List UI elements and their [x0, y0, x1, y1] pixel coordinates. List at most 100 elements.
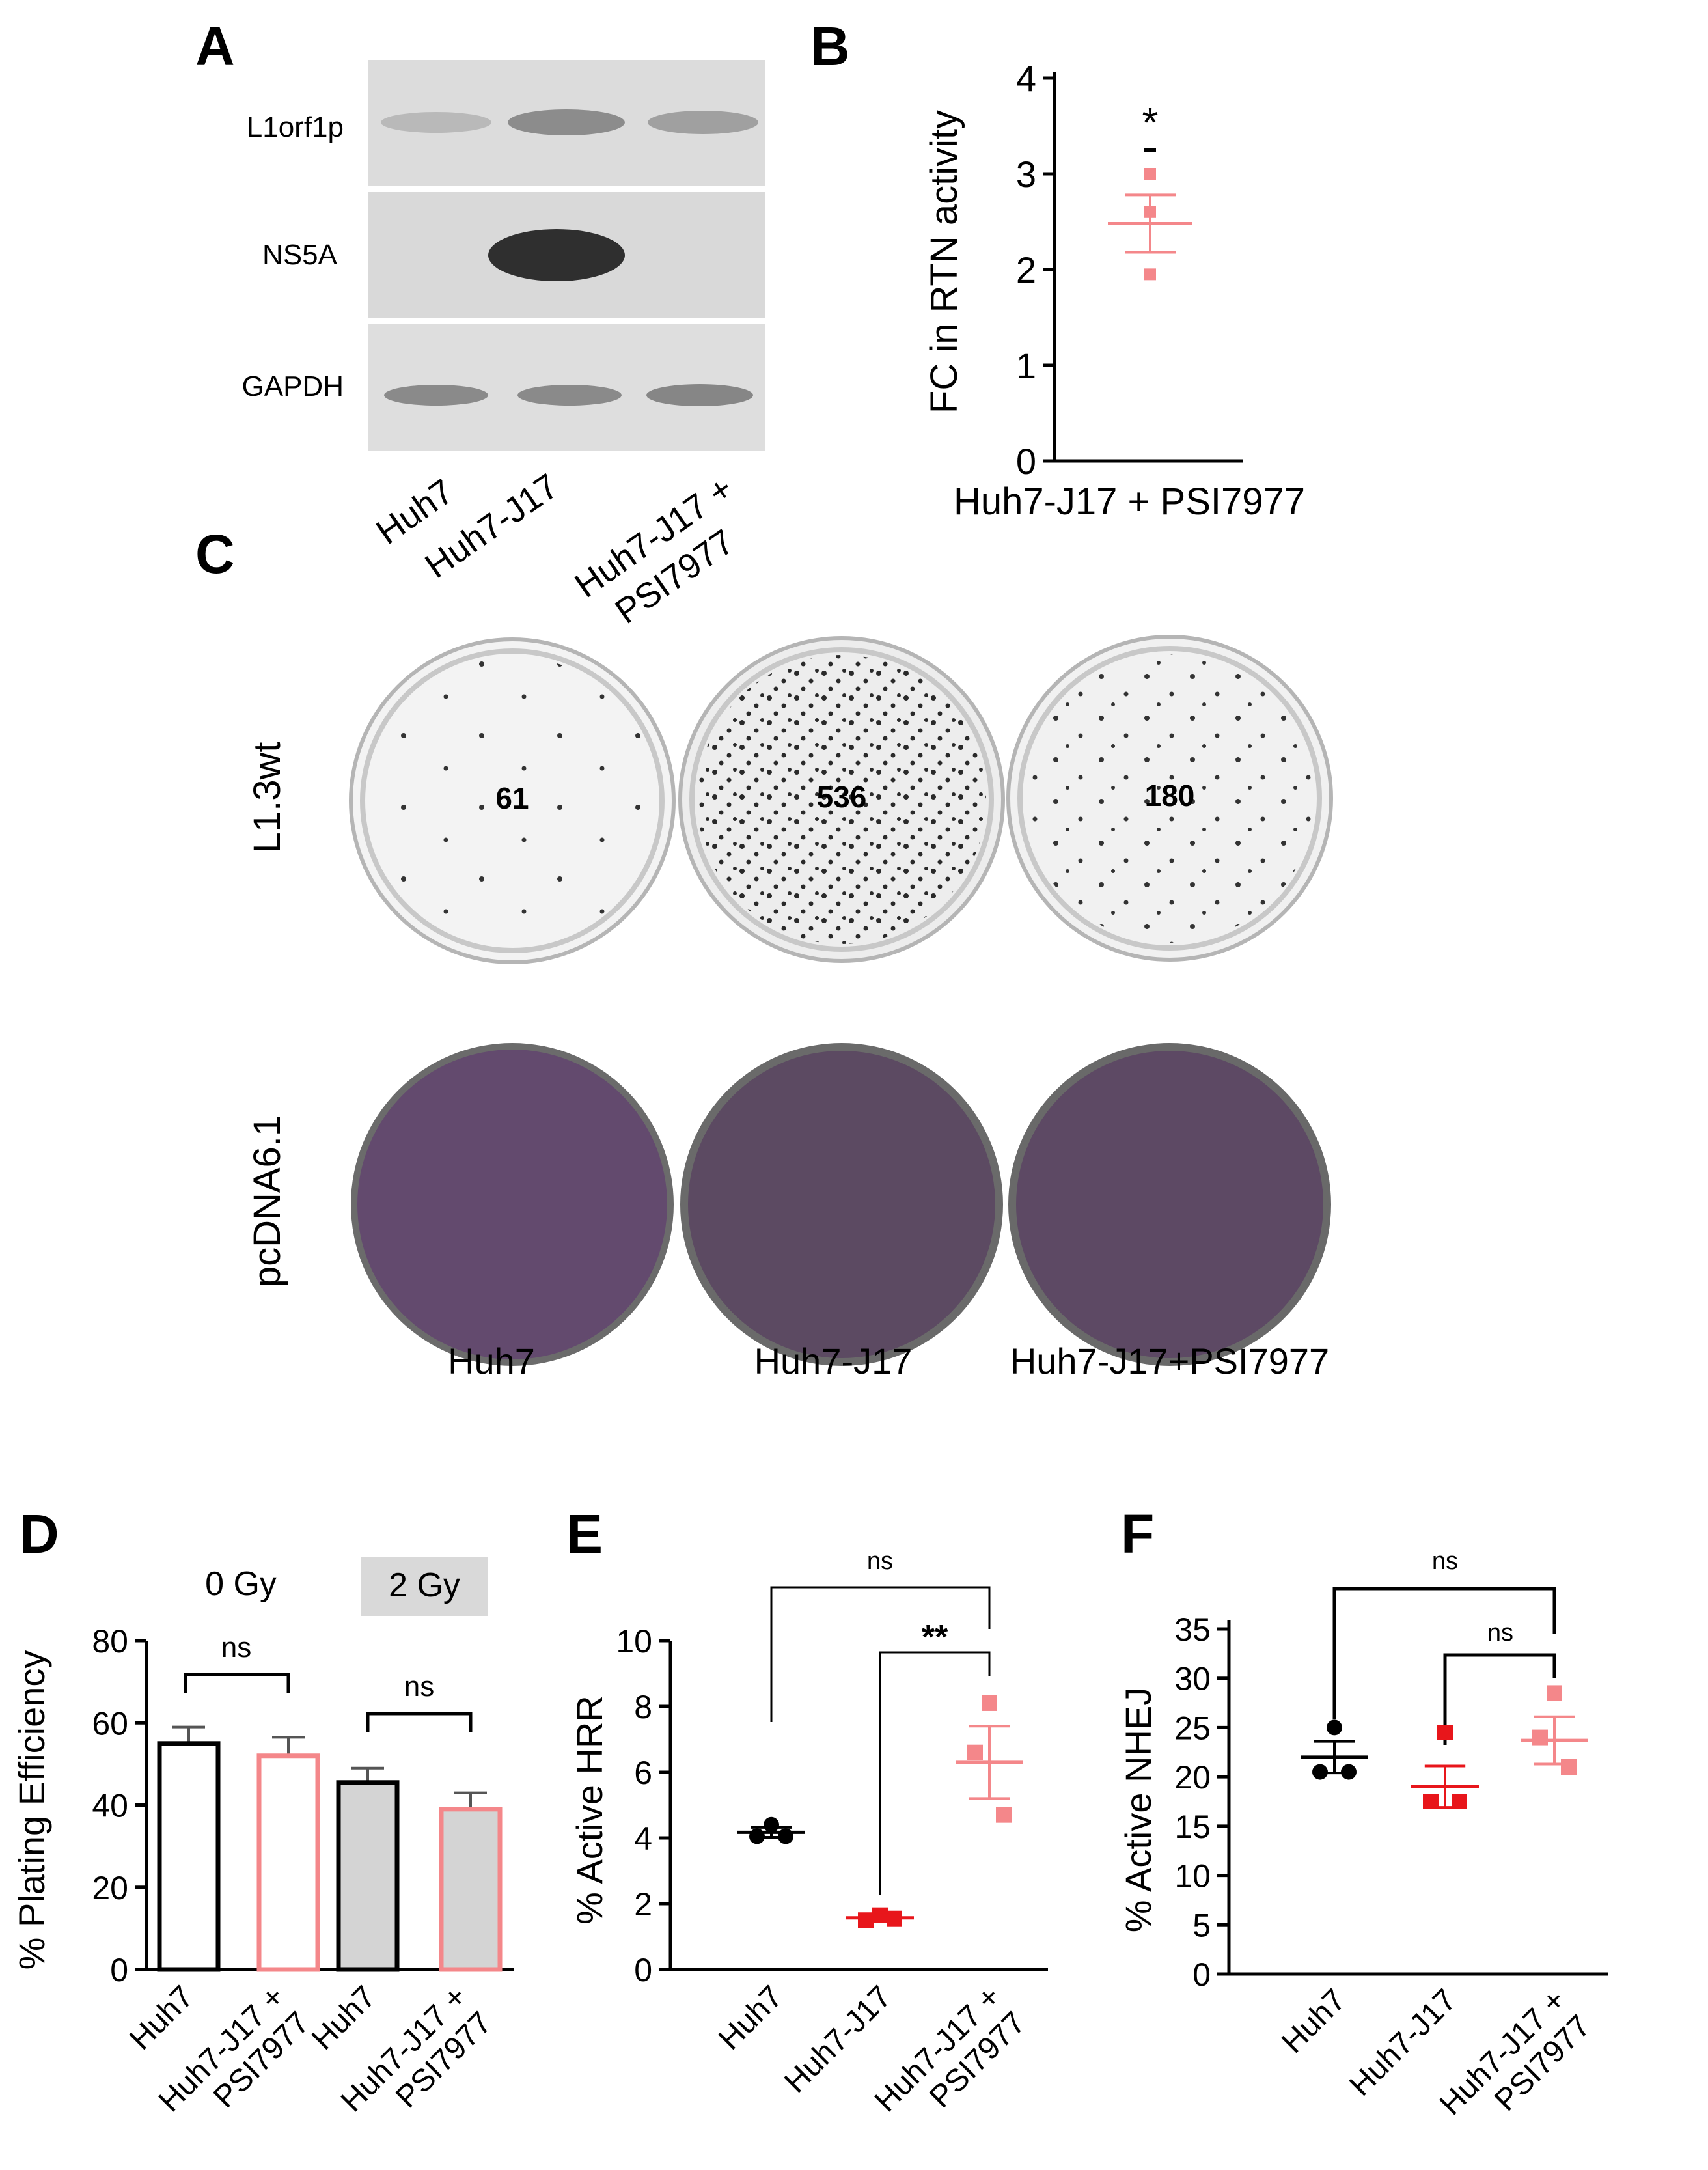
- band-ns5a-j17: [488, 229, 625, 281]
- f-xlabel-huh7: Huh7: [1275, 1982, 1353, 2060]
- panel-b-ylabel: FC in RTN activity: [923, 110, 965, 413]
- panel-a: A L1orf1p NS5A GAPDH Huh7 Huh7-J17 Huh7-…: [195, 16, 765, 632]
- e-tick-label-5: 10: [616, 1623, 652, 1660]
- panel-b-sig-star: *: [1142, 99, 1159, 146]
- panel-a-letter: A: [195, 16, 235, 77]
- f-point-2-0: [1547, 1685, 1562, 1701]
- blot-row-label-gapdh: GAPDH: [242, 370, 344, 402]
- plate-pcdna-psi: [1008, 1043, 1331, 1366]
- panel-d-letter: D: [20, 1503, 59, 1565]
- panel-e-sig-ns: ns: [867, 1548, 893, 1575]
- colony-count-j17: 536: [817, 780, 867, 814]
- b-tick-label-4: 4: [1016, 58, 1036, 99]
- group-label-2gy-box: [361, 1557, 488, 1616]
- plate-pcdna-huh7: [351, 1043, 674, 1366]
- d-xlabel-huh7-b: Huh7: [305, 1979, 383, 2057]
- d-tick-label-4: 80: [92, 1623, 128, 1660]
- f-tick-label-4: 20: [1174, 1759, 1211, 1796]
- d-xlabel-huh7-a: Huh7: [123, 1979, 200, 2057]
- e-tick-label-0: 0: [634, 1952, 652, 1988]
- panel-f-sig-bracket-1: [1332, 1587, 1556, 1719]
- d-tick-label-2: 40: [92, 1788, 128, 1824]
- panel-d-sig-2gy: ns: [404, 1671, 434, 1703]
- panel-d: D 0 Gy 2 Gy 0 20 40 60 80 % Plating Efficien…: [11, 1503, 514, 2119]
- e-point-2-2: [996, 1807, 1012, 1823]
- colony-count-psi: 180: [1145, 779, 1195, 813]
- panel-d-sig-bracket-0gy: [184, 1673, 290, 1693]
- d-bar-3: [439, 1807, 503, 1972]
- plate-pcdna-j17: [680, 1043, 1003, 1366]
- panel-e-sig-bracket-ns: [770, 1586, 991, 1722]
- colony-count-huh7: 61: [495, 781, 529, 815]
- panel-b-letter: B: [810, 16, 850, 77]
- b-tick-label-1: 1: [1016, 345, 1036, 386]
- panel-f-ylabel: % Active NHEJ: [1118, 1688, 1159, 1933]
- panel-d-sig-0gy: ns: [221, 1632, 251, 1663]
- group-label-0gy: 0 Gy: [205, 1565, 277, 1603]
- band-l1orf1p-j17: [508, 109, 625, 135]
- d-tick-label-1: 20: [92, 1870, 128, 1906]
- b-point-0-0: [1144, 168, 1156, 180]
- e-xlabel-huh7: Huh7: [712, 1979, 790, 2057]
- panel-e-sig-bracket-star: [879, 1651, 991, 1895]
- panel-f-letter: F: [1121, 1503, 1154, 1565]
- panel-c: C L1.3wt pcDNA6.1 61 536 180: [195, 523, 1333, 1382]
- column-label-psi: Huh7-J17+PSI7977: [1010, 1341, 1329, 1382]
- b-tick-label-0: 0: [1016, 441, 1036, 482]
- f-point-2-1: [1532, 1729, 1548, 1746]
- panel-e-ylabel: % Active HRR: [569, 1695, 610, 1925]
- plate-l1-j17: [678, 636, 1005, 963]
- e-point-2-0: [982, 1695, 997, 1711]
- f-point-2-2: [1561, 1759, 1577, 1775]
- panel-f-sig-2: ns: [1487, 1619, 1513, 1647]
- e-tick-label-4: 8: [634, 1689, 652, 1725]
- panel-f-sig-1: ns: [1432, 1548, 1458, 1575]
- f-tick-label-2: 10: [1174, 1858, 1211, 1895]
- row-label-l1-3wt: L1.3wt: [246, 742, 288, 854]
- row-label-pcdna6-1: pcDNA6.1: [246, 1115, 288, 1287]
- band-gapdh-psi: [646, 384, 753, 406]
- f-tick-label-0: 0: [1192, 1956, 1211, 1993]
- f-tick-label-7: 35: [1174, 1611, 1211, 1648]
- f-tick-label-3: 15: [1174, 1809, 1211, 1845]
- d-bar-1: [256, 1753, 320, 1972]
- panel-f-sig-bracket-2: [1443, 1653, 1556, 1745]
- band-gapdh-huh7: [384, 385, 488, 406]
- panel-e-letter: E: [566, 1503, 603, 1565]
- column-label-huh7: Huh7: [448, 1341, 535, 1382]
- plate-l1-huh7: [349, 637, 676, 964]
- blot-row-label-ns5a: NS5A: [262, 239, 338, 271]
- e-tick-label-2: 4: [634, 1820, 652, 1857]
- band-l1orf1p-psi: [648, 111, 758, 134]
- panel-d-sig-bracket-2gy: [366, 1712, 473, 1732]
- f-point-1-0: [1437, 1725, 1453, 1740]
- d-tick-label-3: 60: [92, 1705, 128, 1742]
- band-l1orf1p-huh7: [381, 112, 491, 133]
- b-tick-label-2: 2: [1016, 249, 1036, 290]
- panel-b: B 0 1 2 3 4 FC in RTN activity Huh7-J17 + PS…: [810, 16, 1305, 523]
- f-point-0-0: [1327, 1719, 1342, 1736]
- column-label-j17: Huh7-J17: [754, 1341, 913, 1382]
- e-tick-label-3: 6: [634, 1755, 652, 1791]
- panel-d-ylabel: % Plating Efficiency: [11, 1650, 52, 1970]
- panel-f: F 0 5 10 15 20 25 30 35 % Active NHEJ ns ns Huh…: [1118, 1503, 1608, 2122]
- blot-row-label-l1orf1p: L1orf1p: [247, 111, 344, 143]
- d-tick-label-0: 0: [110, 1952, 128, 1988]
- e-point-2-1: [967, 1744, 983, 1760]
- panel-b-xlabel: Huh7-J17 + PSI7977: [954, 480, 1305, 523]
- e-tick-label-1: 2: [634, 1886, 652, 1923]
- plate-l1-psi: [1006, 635, 1333, 962]
- d-bar-0: [157, 1741, 221, 1972]
- panel-c-letter: C: [195, 523, 235, 585]
- group-label-2gy: 2 Gy: [389, 1566, 460, 1604]
- d-bar-2: [336, 1780, 400, 1972]
- b-tick-label-3: 3: [1016, 154, 1036, 195]
- f-tick-label-5: 25: [1174, 1710, 1211, 1746]
- f-tick-label-6: 30: [1174, 1661, 1211, 1697]
- band-gapdh-j17: [517, 385, 622, 406]
- f-tick-label-1: 5: [1192, 1907, 1211, 1943]
- b-point-0-2: [1144, 268, 1156, 281]
- panel-e-sig-star: **: [922, 1619, 948, 1656]
